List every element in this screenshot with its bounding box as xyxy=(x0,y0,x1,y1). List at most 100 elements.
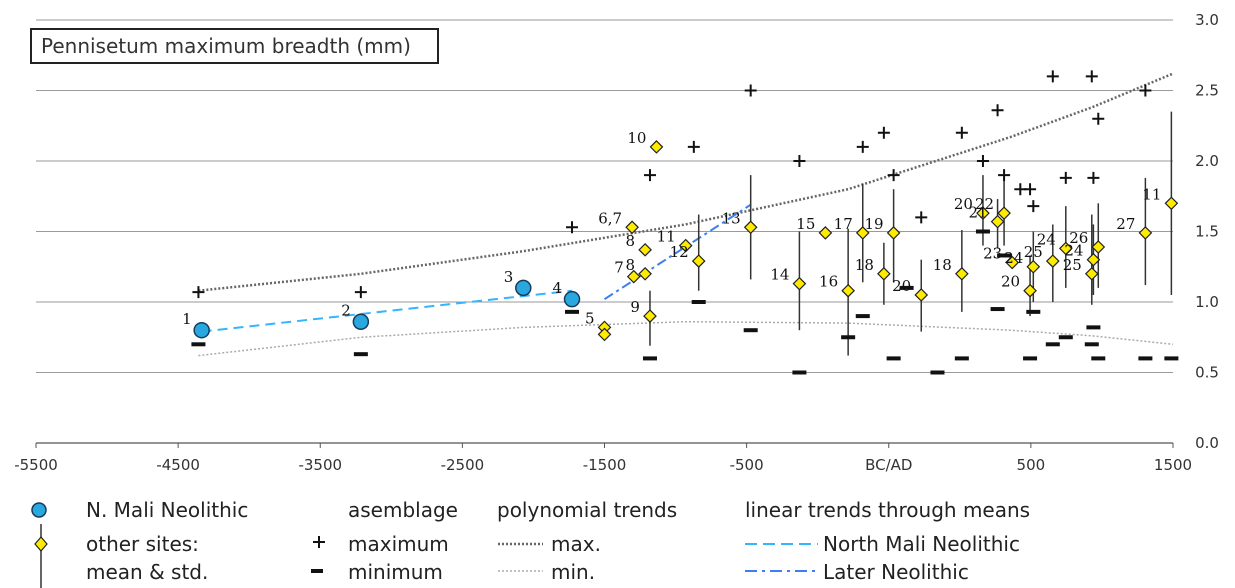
other-site-label: 10 xyxy=(627,129,646,147)
maximum-marker xyxy=(1092,112,1105,125)
legend-maximum-label: maximum xyxy=(348,532,449,556)
other-site-marker xyxy=(990,214,1005,229)
y-tick-label: 1.5 xyxy=(1195,223,1219,241)
x-tick-label: -1500 xyxy=(583,456,627,474)
other-site-label: 27 xyxy=(1116,215,1135,233)
point-labels: 56,7788910111213141516171819201820212223… xyxy=(182,129,1161,328)
other-site-marker xyxy=(1005,255,1020,270)
other-site-label: 16 xyxy=(819,273,838,291)
std-error-bars xyxy=(649,111,1173,356)
other-site-marker xyxy=(649,140,664,154)
maximum-marker xyxy=(1046,70,1059,83)
maximum-marker xyxy=(1087,171,1100,184)
other-site-label: 25 xyxy=(1063,256,1082,274)
minimum-marker xyxy=(997,253,1012,258)
other-site-marker xyxy=(1164,196,1179,211)
other-site-label: 15 xyxy=(796,215,815,233)
n-mali-label: 3 xyxy=(504,268,514,286)
n-mali-label: 2 xyxy=(341,302,351,320)
other-site-label: 25 xyxy=(1024,243,1043,261)
y-tick-label: 1.0 xyxy=(1195,293,1219,311)
other-site-label: 6,7 xyxy=(598,209,622,227)
trend-north-mali-line xyxy=(201,289,573,333)
x-tick-label: BC/AD xyxy=(865,456,912,474)
maximum-marker xyxy=(915,211,928,224)
maximum-marker xyxy=(1024,183,1037,196)
legend-linear-header: linear trends through means xyxy=(745,498,1031,522)
other-site-label: 11 xyxy=(657,228,676,246)
maximum-marker xyxy=(1085,70,1098,83)
legend-other-sites-marker xyxy=(34,536,48,552)
y-tick-label: 2.0 xyxy=(1195,152,1219,170)
x-axis-ticks: -5500 -4500 -3500 -2500 -1500 -500 BC/AD 500 150… xyxy=(14,443,1192,474)
n-mali-markers xyxy=(193,279,581,339)
other-site-label: 26 xyxy=(1069,229,1088,247)
maximum-marker xyxy=(991,104,1004,117)
chart-title: Pennisetum maximum breadth (mm) xyxy=(30,28,439,64)
gridlines xyxy=(36,19,1173,444)
other-site-marker xyxy=(626,269,641,284)
minimum-marker xyxy=(975,229,990,234)
maximum-marker xyxy=(744,84,757,97)
minimum-marker xyxy=(1026,309,1041,314)
maximum-marker xyxy=(1059,171,1072,184)
minimum-marker xyxy=(855,314,870,319)
other-site-marker xyxy=(625,220,639,235)
other-site-label: 22 xyxy=(975,195,994,213)
n-mali-label: 4 xyxy=(552,279,562,297)
minimum-marker xyxy=(1138,356,1153,361)
maximum-marker xyxy=(887,169,900,182)
minimum-marker xyxy=(691,300,706,304)
x-tick-label: -2500 xyxy=(441,456,485,474)
maximum-marker xyxy=(1027,200,1040,213)
legend-poly-header: polynomial trends xyxy=(497,498,678,522)
minimum-marker xyxy=(990,307,1005,312)
other-site-label: 24 xyxy=(1004,249,1023,267)
other-site-marker xyxy=(743,220,758,235)
other-site-marker xyxy=(1058,241,1073,256)
maximum-marker xyxy=(192,286,205,299)
other-site-marker xyxy=(877,266,891,281)
other-site-marker xyxy=(638,242,652,257)
trend-later-neolithic-line xyxy=(603,203,752,301)
maximum-marker xyxy=(955,126,968,139)
legend-minimum-marker xyxy=(311,569,323,573)
other-site-label: 8 xyxy=(626,232,636,250)
minimum-marker xyxy=(1091,356,1106,361)
n-mali-marker xyxy=(563,290,581,308)
maximum-marker xyxy=(566,221,579,234)
other-site-label: 20 xyxy=(1001,273,1020,291)
other-site-marker xyxy=(841,283,855,298)
other-site-label: 20 xyxy=(892,277,911,295)
minimum-marker xyxy=(743,328,758,333)
maximum-marker xyxy=(998,169,1011,182)
y-tick-label: 2.5 xyxy=(1195,82,1219,100)
other-site-label: 8 xyxy=(626,256,636,274)
y-axis-ticks: 0.0 0.5 1.0 1.5 2.0 2.5 3.0 xyxy=(1195,11,1219,452)
minimum-marker xyxy=(899,285,914,290)
other-site-label: 18 xyxy=(933,256,952,274)
legend-assemblage-header: asemblage xyxy=(348,498,458,522)
other-site-marker xyxy=(1045,254,1060,268)
other-site-label: 24 xyxy=(1064,242,1083,260)
other-site-label: 11 xyxy=(1142,185,1161,203)
other-site-marker xyxy=(1023,283,1037,298)
other-site-marker xyxy=(855,226,870,240)
legend-maximum-marker xyxy=(313,536,325,548)
minimum-marker xyxy=(886,356,901,361)
maximum-marker xyxy=(643,169,656,182)
n-mali-marker xyxy=(515,279,532,297)
maximum-markers xyxy=(192,70,1152,299)
n-mali-label: 1 xyxy=(182,310,192,328)
other-site-label: 9 xyxy=(630,298,640,316)
legend-minimum-label: minimum xyxy=(348,560,443,584)
x-tick-label: 500 xyxy=(1017,456,1046,474)
minimum-marker xyxy=(191,342,206,347)
other-site-marker xyxy=(1138,226,1153,240)
legend-poly-min-label: min. xyxy=(551,560,596,584)
minimum-marker xyxy=(792,370,807,375)
other-site-marker xyxy=(691,254,706,268)
other-site-marker xyxy=(638,266,652,281)
legend: N. Mali Neolithic other sites: mean & st… xyxy=(0,496,1235,588)
y-tick-label: 0.0 xyxy=(1195,434,1219,452)
